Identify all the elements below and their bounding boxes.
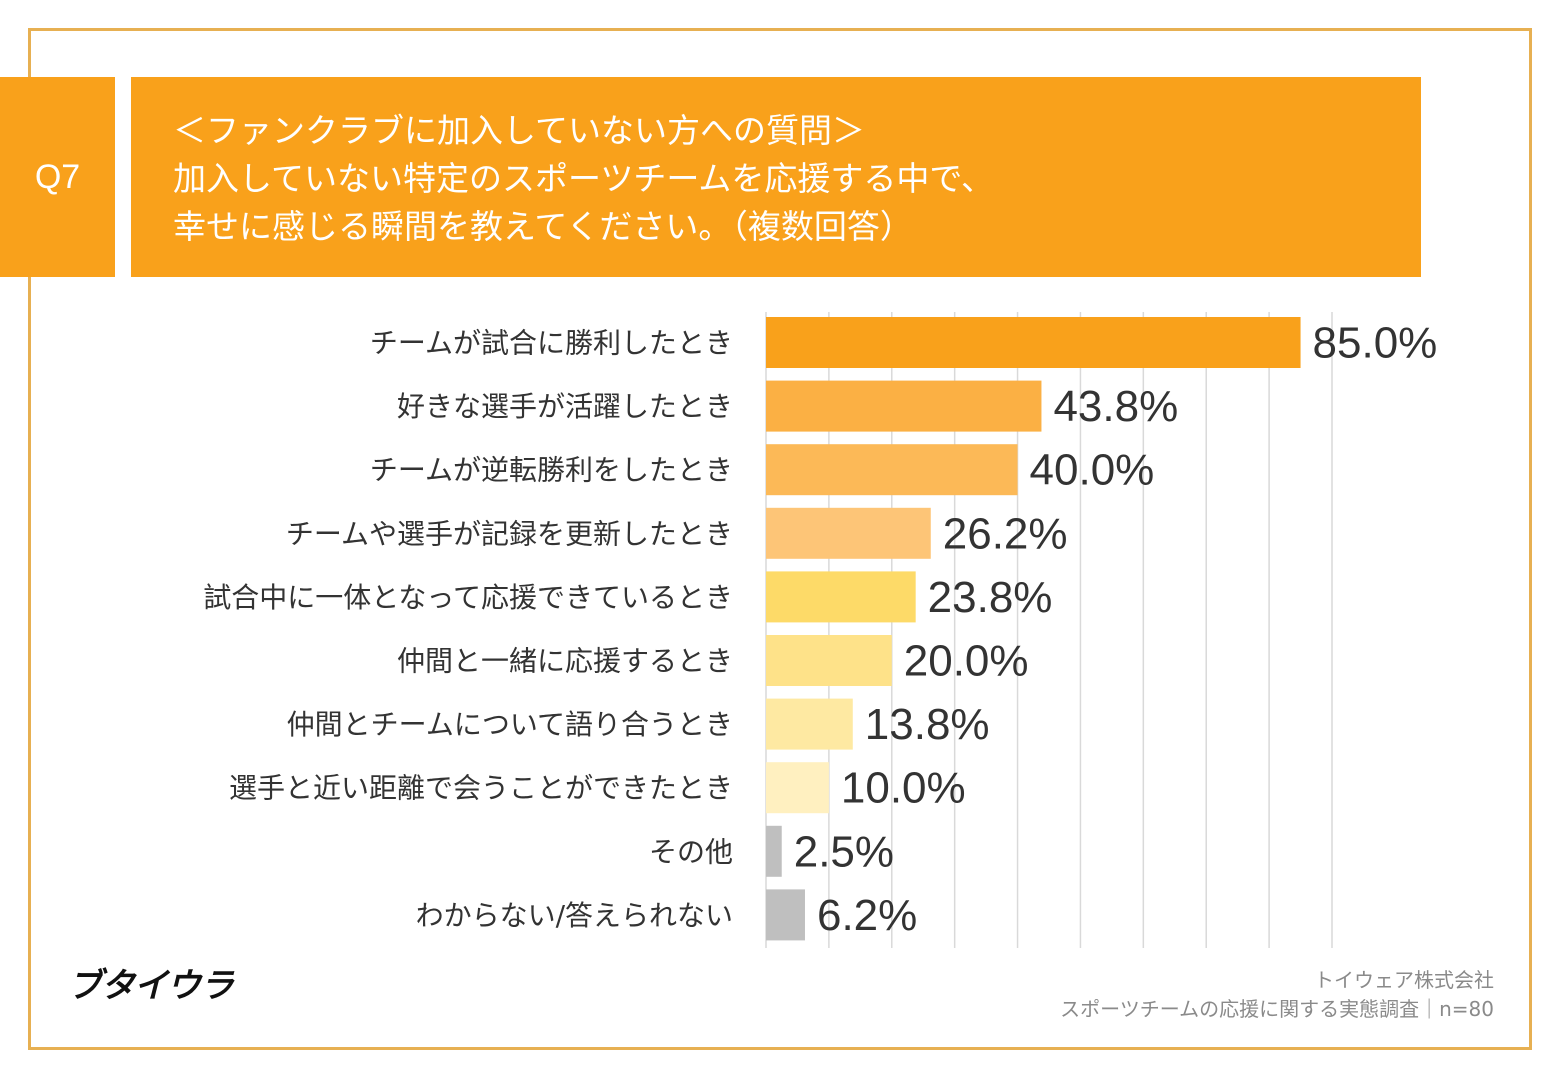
bar [766, 762, 829, 814]
data-label: 23.8% [928, 573, 1053, 622]
category-label: チームが逆転勝利をしたとき [370, 454, 733, 487]
bar [766, 380, 1042, 432]
title-line-1: ＜ファンクラブに加入していない方への質問＞ [173, 111, 866, 150]
data-label: 10.0% [841, 764, 966, 813]
data-label: 20.0% [904, 637, 1029, 686]
data-label: 26.2% [943, 509, 1068, 558]
category-label: チームが試合に勝利したとき [370, 327, 733, 360]
bar [766, 317, 1301, 368]
question-number: Q7 [0, 77, 115, 277]
data-label: 43.8% [1053, 382, 1178, 431]
category-label: チームや選手が記録を更新したとき [286, 517, 733, 550]
category-label: 仲間と一緒に応援するとき [397, 645, 733, 678]
logo: ブタイウラ [68, 966, 234, 1006]
category-label: 選手と近い距離で会うことができたとき [229, 772, 733, 805]
bar [766, 571, 916, 623]
bar [766, 889, 805, 941]
bar [766, 698, 853, 750]
data-label: 2.5% [794, 827, 894, 876]
category-label: 仲間とチームについて語り合うとき [287, 708, 733, 741]
footer-source: トイウェア株式会社 スポーツチームの応援に関する実態調査｜n=80 [1060, 966, 1494, 1024]
data-label: 13.8% [865, 700, 990, 749]
bar [766, 507, 931, 559]
data-label: 85.0% [1313, 319, 1438, 368]
company-name: トイウェア株式会社 [1314, 968, 1494, 992]
category-label: 好きな選手が活躍したとき [397, 390, 733, 423]
bar [766, 635, 892, 686]
title-line-3: 幸せに感じる瞬間を教えてください。（複数回答） [173, 207, 913, 246]
title-line-2: 加入していない特定のスポーツチームを応援する中で、 [173, 159, 995, 198]
bar [766, 825, 782, 877]
category-label: 試合中に一体となって応援できているとき [203, 581, 733, 614]
question-title: ＜ファンクラブに加入していない方への質問＞ 加入していない特定のスポーツチームを… [131, 77, 1421, 277]
bar [766, 444, 1018, 496]
data-label: 40.0% [1030, 446, 1155, 495]
category-label: わからない/答えられない [416, 899, 733, 932]
data-label: 6.2% [817, 891, 917, 940]
category-label: その他 [649, 835, 733, 868]
chart-frame [28, 28, 1532, 1050]
survey-info: スポーツチームの応援に関する実態調査｜n=80 [1060, 997, 1494, 1021]
